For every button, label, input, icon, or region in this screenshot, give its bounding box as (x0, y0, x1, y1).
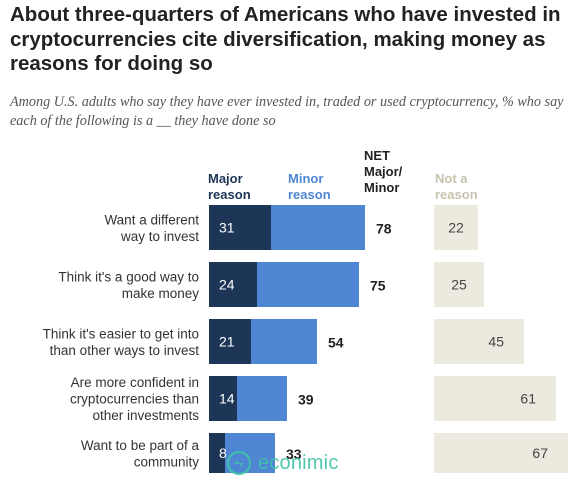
category-label: community (134, 454, 200, 469)
value-label-major: 24 (219, 277, 235, 293)
bar-major (209, 262, 257, 307)
value-label-net: 75 (370, 278, 386, 294)
bar-major (209, 205, 271, 250)
category-label: Want a different (104, 212, 199, 227)
header-minor-reason: Minor reason (288, 171, 331, 202)
category-label: cryptocurrencies than (70, 392, 199, 407)
header-net-major-minor: NET Major/ Minor (364, 148, 403, 195)
bar-minor (251, 319, 317, 364)
bar-major (209, 319, 251, 364)
category-label: other investments (92, 408, 199, 423)
category-label: make money (122, 286, 200, 301)
bar-not-a-reason (434, 262, 484, 307)
chart-subtitle: Among U.S. adults who say they have ever… (10, 94, 564, 129)
bar-major (209, 376, 237, 421)
bar-minor (237, 376, 287, 421)
value-label-not: 67 (532, 445, 548, 461)
bar-not-a-reason (434, 433, 568, 473)
value-label-not: 61 (520, 391, 536, 407)
chart-title: About three-quarters of Americans who ha… (10, 3, 561, 75)
category-label: Think it's easier to get into (43, 326, 199, 341)
bar-not-a-reason (434, 319, 524, 364)
bar-minor (257, 262, 359, 307)
bar-minor (271, 205, 365, 250)
header-major-reason: Major reason (208, 171, 251, 202)
value-label-net: 39 (298, 392, 314, 408)
value-label-net: 54 (328, 335, 344, 351)
category-label: Are more confident in (71, 375, 199, 390)
value-label-major: 31 (219, 220, 235, 236)
category-label: Think it's a good way to (58, 269, 199, 284)
value-label-not: 45 (488, 334, 504, 350)
watermark-text: econimic (258, 451, 339, 474)
value-label-net: 33 (286, 446, 302, 462)
value-label-major: 21 (219, 334, 235, 350)
bar-not-a-reason (434, 376, 556, 421)
value-label-not: 22 (448, 220, 464, 236)
bar-major (209, 433, 225, 473)
category-label: way to invest (120, 229, 199, 244)
watermark: econimic (226, 449, 339, 477)
value-label-major: 8 (219, 445, 227, 461)
category-label: Want to be part of a (81, 438, 200, 453)
category-label: than other ways to invest (50, 343, 200, 358)
value-label-net: 78 (376, 221, 392, 237)
econimic-logo-icon (226, 450, 252, 476)
header-not-a-reason: Not a reason (435, 171, 478, 202)
value-label-major: 14 (219, 391, 235, 407)
value-label-not: 25 (451, 277, 467, 293)
bar-not-a-reason (434, 205, 478, 250)
